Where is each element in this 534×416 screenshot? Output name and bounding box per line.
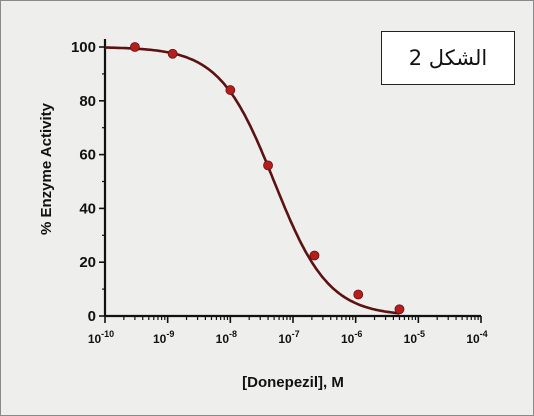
x-tick-label: 10-9: [153, 329, 174, 346]
x-tick-label: 10-8: [216, 329, 237, 346]
figure-caption-box: الشكل 2: [381, 31, 515, 85]
y-axis-title: % Enzyme Activity: [38, 102, 55, 235]
y-tick-label: 40: [79, 200, 96, 217]
fit-curve-layer: [104, 46, 400, 315]
y-tick-label: 20: [79, 254, 96, 271]
fit-curve: [104, 46, 400, 315]
data-point: [167, 48, 178, 59]
x-tick-label: 10-5: [404, 329, 425, 346]
x-tick-label: 10-6: [341, 329, 362, 346]
tick-labels: 0 20 40 60 80 100 10-10 10-9 10-8 10-7 10-6 10-5 10-…: [71, 39, 488, 346]
data-point: [353, 289, 364, 300]
figure-caption-text: الشكل 2: [408, 46, 488, 70]
y-tick-label: 60: [79, 147, 96, 164]
y-tick-label: 80: [79, 93, 96, 110]
data-point: [225, 85, 236, 95]
data-point: [309, 250, 320, 261]
data-point: [129, 42, 140, 52]
axes: [99, 39, 482, 323]
y-tick-label: 100: [71, 39, 96, 56]
data-point: [263, 160, 273, 171]
data-point: [394, 304, 405, 315]
x-tick-label: 10-7: [278, 329, 299, 346]
x-axis-title: [Donepezil], M: [242, 374, 344, 391]
x-tick-label: 10-10: [88, 329, 114, 346]
data-points: [129, 42, 405, 315]
y-tick-label: 0: [88, 308, 96, 325]
x-tick-label: 10-4: [466, 329, 487, 346]
